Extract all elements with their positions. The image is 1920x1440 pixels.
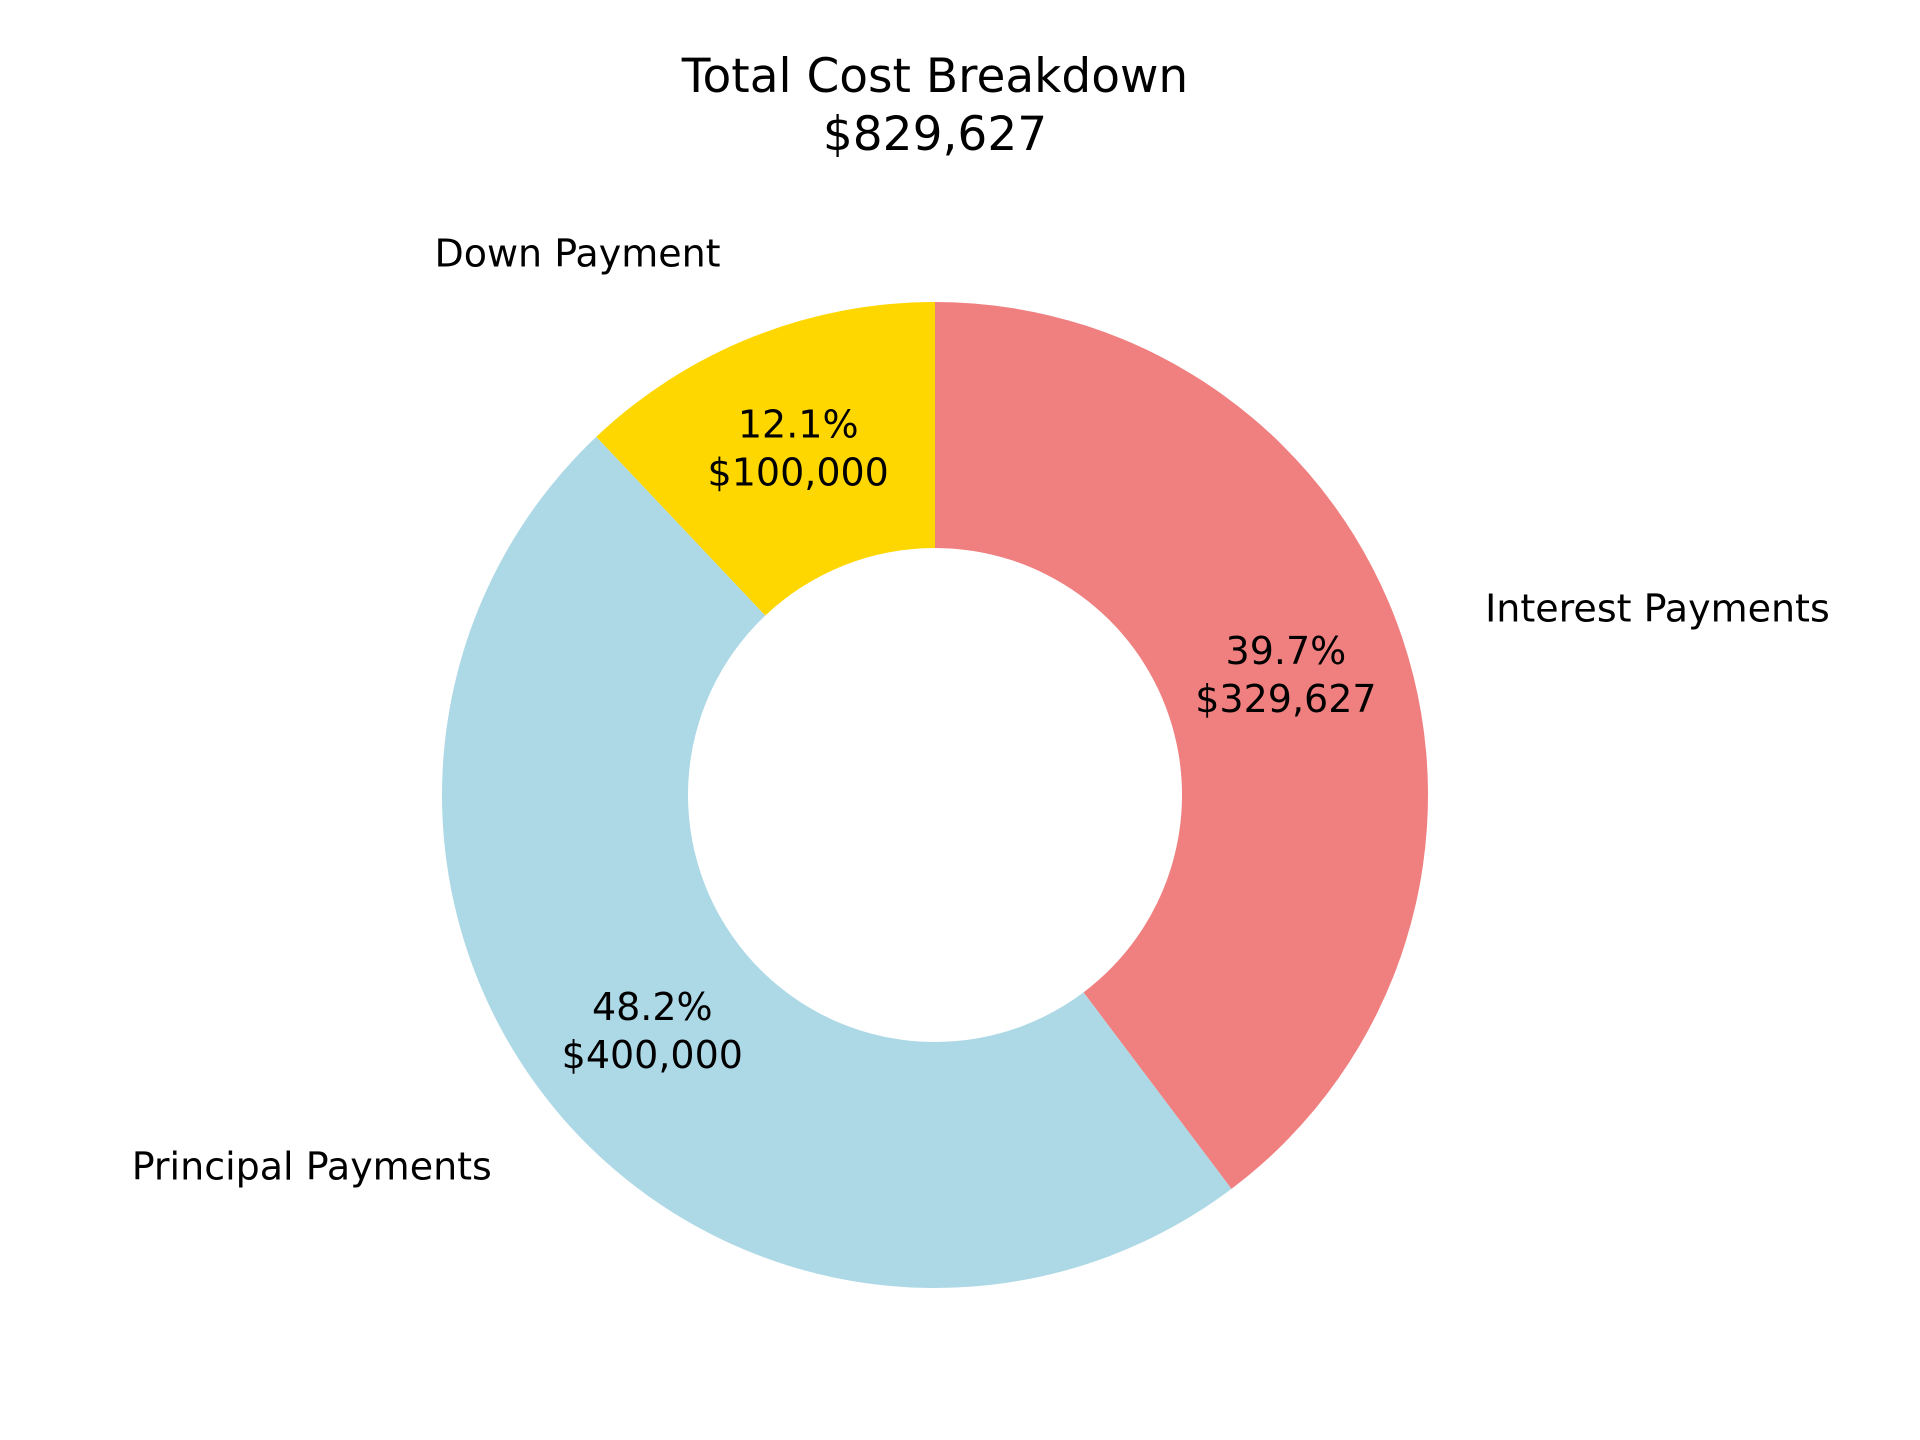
slice-label-principal-payments: Principal Payments [132,1145,492,1189]
chart-title: Total Cost Breakdown [681,49,1188,104]
value-label-principal-payments: $400,000 [562,1033,743,1077]
percent-label-principal-payments: 48.2% [592,985,713,1029]
slices-layer [442,302,1428,1288]
percent-label-interest-payments: 39.7% [1226,629,1347,673]
slice-down-payment [596,302,935,616]
slice-interest-payments [935,302,1428,1189]
slice-label-down-payment: Down Payment [434,232,720,276]
percent-label-down-payment: 12.1% [738,403,859,447]
value-label-down-payment: $100,000 [708,451,889,495]
slice-principal-payments [442,436,1232,1288]
slice-label-interest-payments: Interest Payments [1485,587,1830,631]
value-label-interest-payments: $329,627 [1195,677,1376,721]
chart-subtitle: $829,627 [823,107,1047,162]
labels-layer: Interest Payments 39.7%$329,627 Principal … [132,232,1830,1189]
